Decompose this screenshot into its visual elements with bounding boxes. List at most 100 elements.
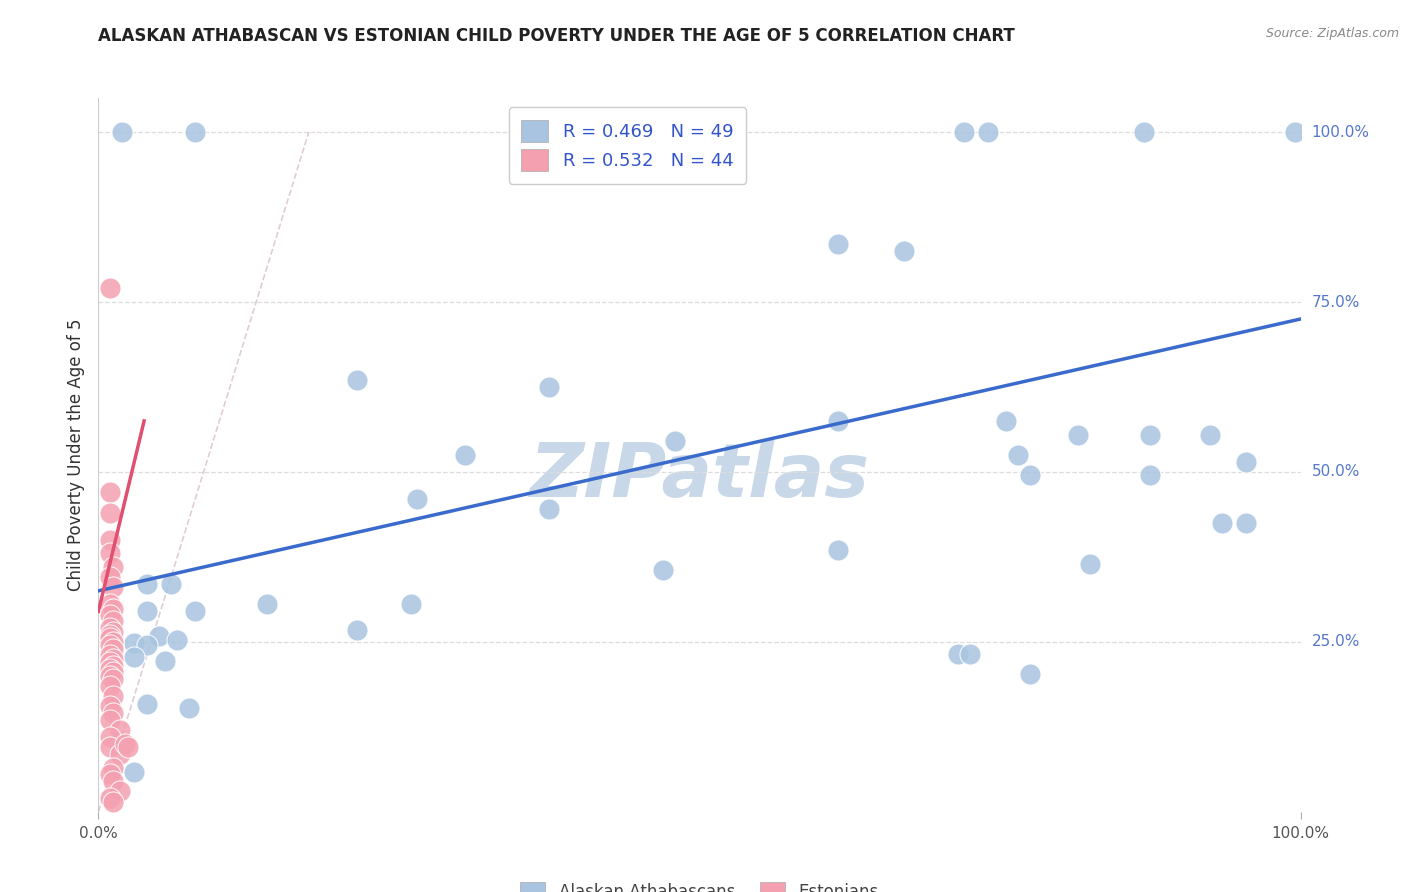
Point [135, 577, 157, 591]
Point [101, 602, 124, 616]
Point [100, 546, 122, 560]
Point [1133, 125, 1156, 139]
Point [153, 654, 176, 668]
Point [100, 740, 122, 755]
Text: 100.0%: 100.0% [1312, 125, 1369, 140]
Point [1019, 468, 1042, 483]
Text: 50.0%: 50.0% [1312, 465, 1360, 479]
Point [101, 689, 124, 703]
Point [100, 669, 122, 683]
Point [101, 560, 124, 574]
Point [117, 740, 139, 755]
Point [100, 791, 122, 805]
Point [100, 533, 122, 547]
Point [1236, 455, 1258, 469]
Point [100, 598, 122, 612]
Point [346, 623, 368, 637]
Point [159, 577, 181, 591]
Point [183, 125, 205, 139]
Point [454, 448, 477, 462]
Point [100, 485, 122, 500]
Text: ZIPatlas: ZIPatlas [530, 440, 869, 513]
Point [399, 598, 422, 612]
Legend: Alaskan Athabascans, Estonians: Alaskan Athabascans, Estonians [509, 870, 890, 892]
Point [148, 629, 170, 643]
Point [166, 632, 188, 647]
Point [101, 658, 124, 673]
Point [111, 125, 134, 139]
Point [959, 647, 981, 661]
Point [827, 414, 849, 428]
Point [101, 672, 124, 686]
Point [1199, 427, 1222, 442]
Point [1236, 516, 1258, 530]
Point [995, 414, 1018, 428]
Point [177, 701, 200, 715]
Point [108, 723, 131, 738]
Point [893, 244, 915, 258]
Point [101, 774, 124, 789]
Point [124, 636, 146, 650]
Point [664, 434, 686, 449]
Point [101, 624, 124, 639]
Y-axis label: Child Poverty Under the Age of 5: Child Poverty Under the Age of 5 [66, 318, 84, 591]
Point [100, 628, 122, 642]
Point [1139, 468, 1161, 483]
Point [346, 373, 368, 387]
Point [101, 581, 124, 595]
Point [101, 795, 124, 809]
Point [1139, 427, 1161, 442]
Point [101, 641, 124, 656]
Point [135, 604, 157, 618]
Point [135, 698, 157, 712]
Point [652, 564, 675, 578]
Point [100, 730, 122, 744]
Point [114, 737, 136, 751]
Point [100, 713, 122, 727]
Point [100, 662, 122, 676]
Point [406, 492, 429, 507]
Point [100, 506, 122, 520]
Point [538, 502, 561, 516]
Point [101, 706, 124, 721]
Point [100, 679, 122, 693]
Text: 25.0%: 25.0% [1312, 634, 1360, 649]
Point [1019, 667, 1042, 681]
Text: Source: ZipAtlas.com: Source: ZipAtlas.com [1265, 27, 1399, 40]
Point [108, 784, 131, 798]
Point [100, 699, 122, 714]
Point [946, 647, 969, 661]
Point [101, 635, 124, 649]
Point [977, 125, 1000, 139]
Point [100, 648, 122, 663]
Point [100, 767, 122, 781]
Point [100, 621, 122, 635]
Point [101, 665, 124, 680]
Point [1007, 448, 1029, 462]
Point [101, 760, 124, 774]
Point [1067, 427, 1090, 442]
Point [100, 638, 122, 652]
Point [827, 237, 849, 252]
Point [1211, 516, 1233, 530]
Point [100, 281, 122, 295]
Point [135, 638, 157, 652]
Point [953, 125, 976, 139]
Point [108, 747, 131, 761]
Point [100, 607, 122, 622]
Point [827, 543, 849, 558]
Point [183, 604, 205, 618]
Point [100, 570, 122, 584]
Point [256, 598, 278, 612]
Point [1284, 125, 1306, 139]
Point [101, 615, 124, 629]
Point [101, 652, 124, 666]
Point [688, 125, 710, 139]
Point [100, 655, 122, 669]
Point [124, 765, 146, 780]
Text: 75.0%: 75.0% [1312, 294, 1360, 310]
Point [100, 632, 122, 646]
Point [124, 649, 146, 664]
Point [1078, 557, 1101, 571]
Text: ALASKAN ATHABASCAN VS ESTONIAN CHILD POVERTY UNDER THE AGE OF 5 CORRELATION CHAR: ALASKAN ATHABASCAN VS ESTONIAN CHILD POV… [98, 27, 1015, 45]
